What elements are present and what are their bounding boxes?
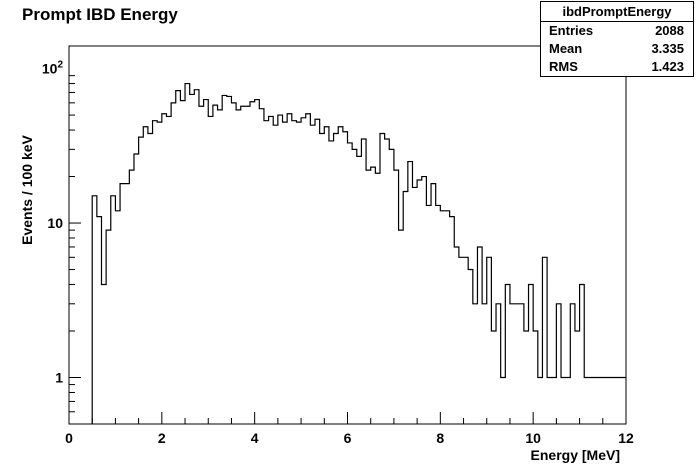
y-tick-label: 102 bbox=[42, 60, 64, 77]
stats-key: Entries bbox=[549, 23, 594, 38]
x-axis-label: Energy [MeV] bbox=[531, 447, 620, 463]
x-tick-label: 4 bbox=[251, 430, 259, 446]
y-axis-label: Events / 100 keV bbox=[19, 134, 35, 244]
stats-box: ibdPromptEnergy Entries 2088 Mean 3.335 … bbox=[540, 1, 694, 77]
stats-key: RMS bbox=[549, 59, 578, 74]
y-tick-label: 10 bbox=[47, 215, 63, 231]
chart-title: Prompt IBD Energy bbox=[22, 5, 178, 24]
stats-key: Mean bbox=[549, 41, 583, 56]
stats-value: 3.335 bbox=[651, 41, 684, 56]
stats-row-entries: Entries 2088 bbox=[541, 22, 693, 40]
stats-box-title: ibdPromptEnergy bbox=[541, 2, 693, 22]
x-tick-label: 8 bbox=[436, 430, 444, 446]
stats-value: 1.423 bbox=[651, 59, 684, 74]
stats-row-rms: RMS 1.423 bbox=[541, 58, 693, 76]
x-tick-label: 12 bbox=[618, 430, 634, 446]
x-tick-label: 6 bbox=[344, 430, 352, 446]
x-tick-label: 0 bbox=[65, 430, 73, 446]
x-tick-label: 10 bbox=[525, 430, 541, 446]
histogram-outline bbox=[91, 82, 626, 424]
x-tick-label: 2 bbox=[158, 430, 166, 446]
stats-row-mean: Mean 3.335 bbox=[541, 40, 693, 58]
y-tick-label: 1 bbox=[55, 370, 63, 386]
stats-value: 2088 bbox=[655, 23, 684, 38]
